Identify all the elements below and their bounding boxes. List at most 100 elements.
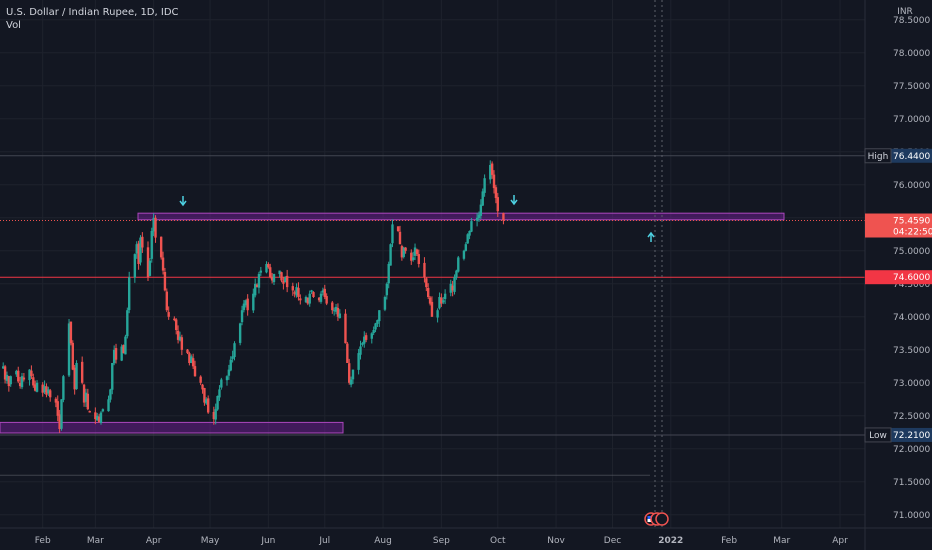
- candle-body: [325, 296, 328, 304]
- x-tick-label: Nov: [547, 536, 565, 546]
- candle-body: [73, 367, 76, 390]
- candle-body: [492, 174, 496, 189]
- candle-body: [220, 379, 223, 388]
- candle-body: [312, 292, 315, 297]
- candle-body: [285, 275, 289, 288]
- candle-body: [2, 366, 5, 369]
- candle-body: [71, 342, 74, 370]
- high-tag: 76.4400 High: [864, 148, 932, 164]
- candle-body: [494, 187, 498, 198]
- candle-body: [259, 270, 263, 273]
- level-tag-box: [865, 270, 932, 285]
- candle-body: [282, 280, 285, 284]
- candle-body: [468, 231, 471, 236]
- candle-body: [372, 330, 375, 334]
- symbol-title[interactable]: U.S. Dollar / Indian Rupee, 1D, IDC: [6, 7, 179, 18]
- low-tag-label-box: [864, 427, 892, 443]
- candle-body: [391, 224, 394, 244]
- price-zones[interactable]: [0, 212, 785, 434]
- level-tag-value: 74.6000: [893, 273, 930, 283]
- candle-body: [430, 301, 434, 317]
- candle-body: [49, 390, 52, 398]
- candle-body: [216, 396, 219, 410]
- x-tick-label: Aug: [374, 536, 392, 546]
- candle-body: [84, 392, 88, 402]
- current-price-value: 75.4590: [893, 217, 930, 227]
- candle-body: [496, 197, 499, 212]
- candle-body: [7, 376, 11, 387]
- candle-body: [193, 366, 197, 377]
- chart-legend: U.S. Dollar / Indian Rupee, 1D, IDC Vol: [6, 6, 179, 32]
- event-markers[interactable]: [644, 512, 669, 526]
- candle-body: [112, 349, 116, 364]
- candle-body: [9, 376, 12, 385]
- candle-body: [5, 374, 9, 381]
- axis-currency[interactable]: INR: [897, 7, 913, 17]
- x-tick-label: Jun: [260, 536, 275, 546]
- candle-body: [323, 288, 326, 297]
- candle-body: [54, 398, 58, 403]
- candlestick-series: [2, 160, 505, 433]
- candle-body: [80, 361, 84, 383]
- candle-body: [114, 348, 118, 360]
- candle-body: [94, 412, 97, 420]
- candle-body: [150, 231, 153, 259]
- y-tick-label: 71.5000: [893, 478, 930, 488]
- level-tag: 74.6000: [865, 270, 932, 285]
- candle-body: [86, 393, 90, 410]
- candle-body: [240, 310, 244, 323]
- chart-grid: [0, 0, 865, 528]
- candle-body: [477, 214, 481, 219]
- candle-body: [293, 292, 296, 294]
- y-tick-label: 77.0000: [893, 115, 930, 125]
- candle-body: [246, 298, 249, 311]
- candle-body: [126, 310, 129, 337]
- candle-body: [32, 377, 35, 386]
- time-axis[interactable]: Feb Mar Apr May Jun Jul Aug Sep Oct Nov Dec 2022 Feb…: [0, 527, 932, 546]
- candle-body: [35, 382, 39, 392]
- candle-body: [361, 343, 364, 345]
- x-tick-label: Dec: [604, 536, 621, 546]
- candle-body: [334, 306, 338, 312]
- candle-body: [364, 335, 368, 340]
- price-tags: 76.4400 High 72.2100 Low 74.6000 75.459004:22…: [864, 148, 932, 443]
- candle-body: [411, 257, 415, 260]
- candle-body: [175, 319, 178, 330]
- candle-body: [238, 323, 242, 343]
- candle-body: [56, 401, 59, 416]
- candle-body: [229, 359, 232, 371]
- horizontal-lines[interactable]: [0, 0, 865, 528]
- candle-body: [299, 298, 302, 301]
- candle-body: [101, 409, 105, 412]
- y-tick-label: 72.5000: [893, 412, 930, 422]
- candle-body: [3, 366, 7, 380]
- candle-body: [225, 376, 229, 381]
- candle-body: [338, 313, 342, 318]
- candle-body: [308, 293, 311, 304]
- x-tick-label: 2022: [658, 536, 683, 546]
- candle-body: [269, 267, 272, 278]
- candle-body: [199, 376, 202, 383]
- candle-body: [201, 384, 204, 390]
- candle-body: [415, 249, 419, 255]
- candle-body: [359, 346, 362, 355]
- candle-body: [17, 370, 20, 382]
- candle-body: [127, 277, 131, 311]
- candle-body: [141, 236, 144, 248]
- y-tick-label: 77.5000: [893, 82, 930, 92]
- candle-body: [186, 349, 189, 354]
- candle-body: [133, 254, 137, 278]
- y-tick-label: 71.0000: [893, 511, 930, 521]
- candle-body: [502, 213, 505, 221]
- countdown-value: 04:22:50: [893, 228, 932, 238]
- candle-body: [163, 271, 167, 291]
- candle-body: [426, 287, 430, 297]
- candle-body: [376, 320, 379, 324]
- y-tick-label: 73.5000: [893, 346, 930, 356]
- volume-label[interactable]: Vol: [6, 20, 21, 31]
- candle-body: [99, 412, 103, 423]
- candle-body: [122, 344, 125, 354]
- candle-body: [41, 384, 44, 393]
- x-tick-label: Apr: [146, 536, 162, 546]
